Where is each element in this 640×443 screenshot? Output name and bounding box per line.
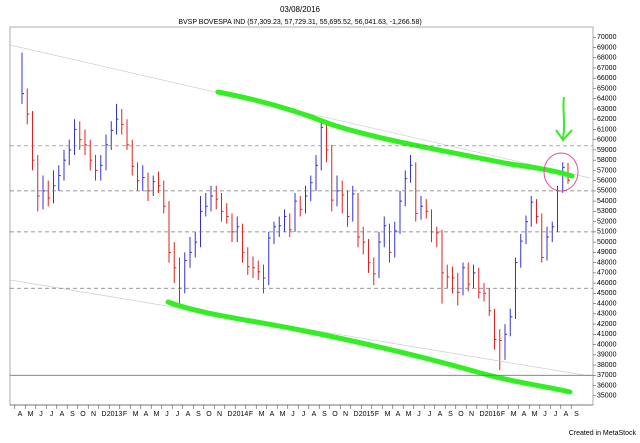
y-tick-label: 70000: [597, 34, 617, 41]
x-tick-label: J: [554, 411, 558, 418]
x-tick-label: D: [353, 411, 358, 418]
y-tick-label: 48000: [597, 259, 617, 266]
y-tick-label: 60000: [597, 137, 617, 144]
x-tick-label: N: [469, 411, 474, 418]
x-tick-label: D: [479, 411, 484, 418]
x-tick-label: A: [186, 411, 191, 418]
y-tick-label: 44000: [597, 300, 617, 307]
chart-date: 03/08/2016: [280, 5, 321, 14]
x-tick-label: M: [511, 411, 517, 418]
x-tick-label: 2014: [233, 411, 249, 418]
y-tick-label: 58000: [597, 157, 617, 164]
y-tick-label: 43000: [597, 311, 617, 318]
x-tick-label: A: [438, 411, 443, 418]
x-tick-label: M: [406, 411, 412, 418]
y-tick-label: 55000: [597, 188, 617, 195]
highlight-circle: [543, 152, 579, 192]
x-tick-label: O: [458, 411, 464, 418]
y-tick-label: 40000: [597, 341, 617, 348]
y-tick-label: 42000: [597, 321, 617, 328]
footer: Created in MetaStock: [569, 430, 637, 437]
x-tick-label: A: [396, 411, 401, 418]
x-tick-label: J: [417, 411, 421, 418]
y-tick-label: 52000: [597, 218, 617, 225]
y-tick-label: 38000: [597, 362, 617, 369]
x-tick-label: O: [332, 411, 338, 418]
x-tick-label: N: [343, 411, 348, 418]
x-tick-label: J: [176, 411, 180, 418]
y-tick-label: 35000: [597, 393, 617, 400]
x-tick-label: M: [28, 411, 34, 418]
x-tick-label: O: [206, 411, 212, 418]
y-tick-label: 45000: [597, 290, 617, 297]
y-tick-label: 36000: [597, 382, 617, 389]
y-tick-label: 50000: [597, 239, 617, 246]
y-tick-label: 68000: [597, 55, 617, 62]
x-tick-label: A: [522, 411, 527, 418]
x-tick-label: A: [312, 411, 317, 418]
y-tick-label: 41000: [597, 331, 617, 338]
x-tick-label: J: [543, 411, 547, 418]
x-tick-label: A: [564, 411, 569, 418]
x-tick-label: O: [80, 411, 86, 418]
y-tick-label: 46000: [597, 280, 617, 287]
y-tick-label: 54000: [597, 198, 617, 205]
x-tick-label: S: [322, 411, 327, 418]
channel-bottom: [165, 299, 573, 395]
x-tick-label: A: [270, 411, 275, 418]
x-tick-label: N: [217, 411, 222, 418]
y-tick-label: 53000: [597, 208, 617, 215]
x-tick-label: M: [280, 411, 286, 418]
x-tick-label: A: [18, 411, 23, 418]
x-tick-label: F: [249, 411, 253, 418]
y-tick-label: 47000: [597, 270, 617, 277]
x-tick-label: J: [428, 411, 432, 418]
x-tick-label: F: [375, 411, 379, 418]
y-tick-label: 64000: [597, 96, 617, 103]
x-tick-label: 2013: [107, 411, 123, 418]
x-tick-label: M: [385, 411, 391, 418]
x-tick-label: S: [448, 411, 453, 418]
x-tick-label: J: [39, 411, 43, 418]
x-tick-label: F: [123, 411, 127, 418]
x-tick-label: D: [227, 411, 232, 418]
y-tick-label: 66000: [597, 75, 617, 82]
x-tick-label: S: [574, 411, 579, 418]
x-tick-label: S: [70, 411, 75, 418]
chart-subtitle: BVSP BOVESPA IND (57,309.23, 57,729.31, …: [178, 19, 421, 26]
y-tick-label: 69000: [597, 44, 617, 51]
x-tick-label: M: [154, 411, 160, 418]
y-tick-label: 57000: [597, 167, 617, 174]
y-tick-label: 59000: [597, 147, 617, 154]
x-tick-label: F: [501, 411, 505, 418]
x-tick-label: N: [91, 411, 96, 418]
x-tick-label: 2015: [359, 411, 375, 418]
x-tick-label: A: [144, 411, 149, 418]
x-tick-label: D: [101, 411, 106, 418]
x-tick-label: J: [50, 411, 54, 418]
x-tick-label: M: [259, 411, 265, 418]
y-tick-label: 51000: [597, 229, 617, 236]
y-tick-label: 61000: [597, 126, 617, 133]
x-tick-label: J: [291, 411, 295, 418]
y-tick-label: 67000: [597, 65, 617, 72]
x-tick-label: J: [302, 411, 306, 418]
x-tick-label: 2016: [485, 411, 501, 418]
y-tick-label: 39000: [597, 352, 617, 359]
y-tick-label: 37000: [597, 372, 617, 379]
x-tick-label: A: [60, 411, 65, 418]
y-tick-label: 62000: [597, 116, 617, 123]
y-tick-label: 56000: [597, 178, 617, 185]
y-tick-label: 65000: [597, 85, 617, 92]
y-tick-label: 63000: [597, 106, 617, 113]
x-tick-label: S: [196, 411, 201, 418]
x-tick-label: M: [532, 411, 538, 418]
x-tick-label: J: [165, 411, 169, 418]
arrow: [555, 96, 573, 142]
channel-top: [215, 89, 575, 179]
y-tick-label: 49000: [597, 249, 617, 256]
x-tick-label: M: [133, 411, 139, 418]
